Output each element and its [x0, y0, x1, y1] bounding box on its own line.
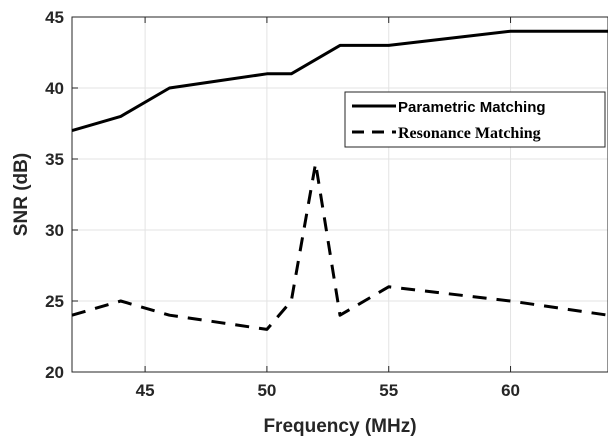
x-tick-label: 55 [379, 381, 398, 400]
legend: Parametric Matching Resonance Matching [344, 91, 606, 148]
series-line-resonance-matching [71, 161, 608, 331]
legend-label-parametric: Parametric Matching [398, 99, 546, 116]
series-line-parametric-matching [71, 29, 608, 133]
y-tick-label: 25 [45, 292, 64, 311]
y-tick-label: 40 [45, 79, 64, 98]
tick-marks [72, 16, 512, 373]
x-tick-label: 45 [136, 381, 155, 400]
tick-labels: 45 50 55 60 20 25 30 35 40 45 [45, 8, 520, 400]
y-tick-label: 35 [45, 150, 64, 169]
y-tick-label: 45 [45, 8, 64, 27]
y-tick-label: 30 [45, 221, 64, 240]
legend-box [344, 91, 606, 148]
x-tick-label: 60 [501, 381, 520, 400]
legend-label-resonance: Resonance Matching [398, 125, 541, 142]
plot-area-frame [71, 16, 608, 373]
x-tick-label: 50 [257, 381, 276, 400]
series-lines [71, 29, 608, 331]
y-axis-label: SNR (dB) [11, 153, 32, 236]
x-axis-label: Frequency (MHz) [263, 416, 416, 437]
y-tick-label: 20 [45, 363, 64, 382]
